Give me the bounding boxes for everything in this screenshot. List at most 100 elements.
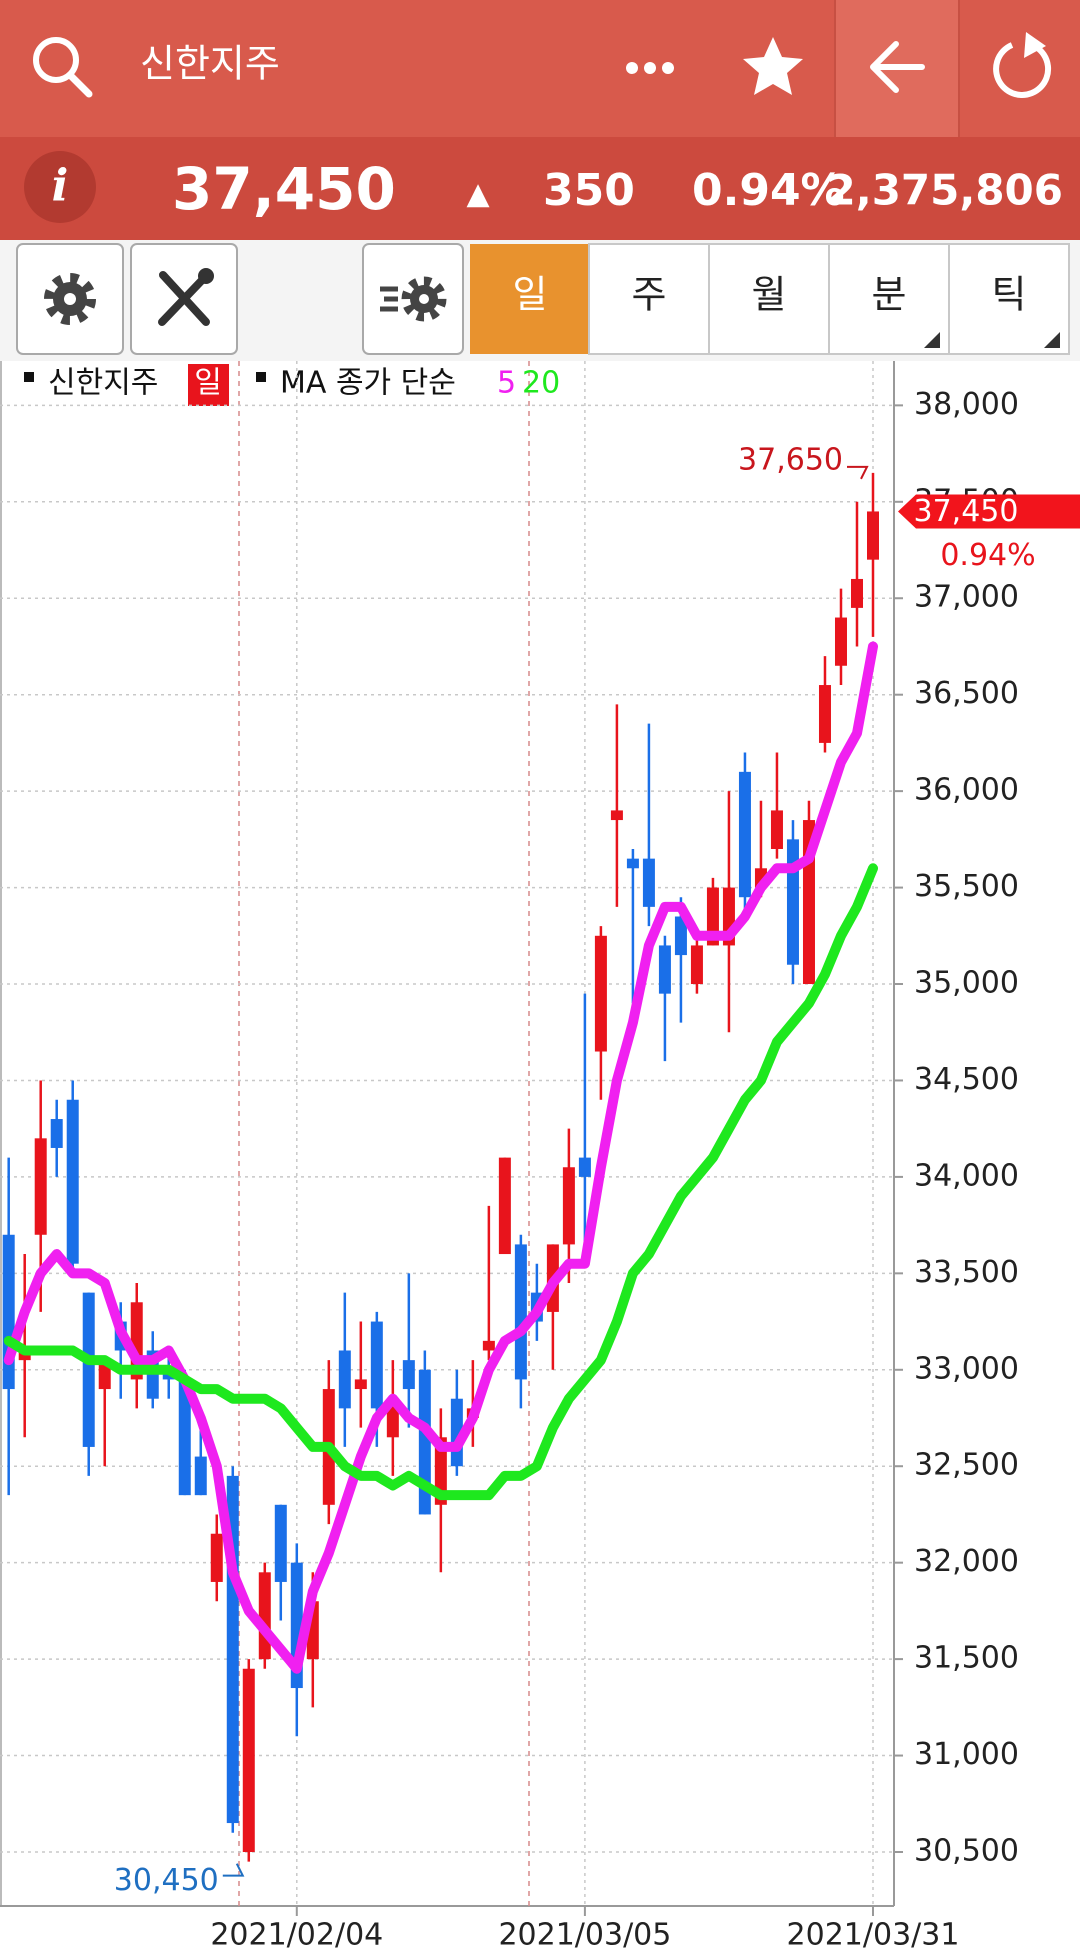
info-icon: i: [52, 161, 69, 212]
tab-label[interactable]: 틱: [992, 273, 1027, 317]
price-change: 350: [543, 165, 635, 216]
y-tick-label: 32,000: [914, 1544, 1019, 1579]
search-icon: [33, 37, 79, 83]
candle-body: [2, 1234, 15, 1390]
candle-body: [594, 935, 607, 1052]
change-rate: 0.94%: [692, 165, 845, 216]
legend-symbol: 신한지주: [48, 366, 158, 401]
candle-body: [210, 1533, 223, 1582]
candle-body: [354, 1379, 367, 1390]
candle-body: [194, 1456, 207, 1496]
candle-body: [626, 858, 639, 869]
candle-body: [274, 1504, 287, 1582]
ma-line: [3, 641, 878, 1674]
candle-body: [402, 1360, 415, 1390]
max-arrow: [847, 465, 869, 480]
y-tick-label: 34,500: [914, 1062, 1019, 1097]
candle-body: [738, 771, 751, 898]
chart-area: [0, 361, 1080, 1954]
current-price: 37,450: [172, 155, 396, 223]
tab-label[interactable]: 분: [872, 273, 907, 317]
indicator-button[interactable]: [362, 243, 464, 355]
volume: 2,375,806: [827, 166, 1063, 215]
legend-ma20: 20: [522, 366, 560, 401]
x-tick-label: 2021/03/31: [787, 1918, 960, 1953]
y-tick-label: 37,000: [914, 580, 1019, 615]
price-bar: [0, 137, 1080, 240]
y-tick-label: 35,000: [914, 966, 1019, 1001]
favorite-button[interactable]: [743, 37, 803, 95]
candle-body: [674, 916, 687, 956]
dot: [662, 62, 674, 74]
candle-body: [258, 1572, 271, 1660]
search-icon: [66, 71, 93, 98]
submenu-indicator: [924, 332, 940, 348]
candle-body: [34, 1138, 47, 1235]
tab-label[interactable]: 일: [513, 273, 548, 317]
tab[interactable]: [708, 243, 830, 355]
candle-body: [818, 685, 831, 743]
x-tick-label: 2021/02/04: [210, 1918, 383, 1953]
candle-body: [242, 1668, 255, 1852]
stock-title[interactable]: 신한지주: [140, 42, 280, 86]
legend-marker: [256, 372, 266, 382]
candle-body: [498, 1157, 511, 1255]
refresh-icon: [993, 42, 1052, 98]
candle-body: [610, 810, 623, 821]
settings-button[interactable]: [16, 243, 124, 355]
y-tick-label: 30,500: [914, 1833, 1019, 1868]
candle-body: [578, 1157, 591, 1177]
legend-period-box: [188, 364, 229, 406]
more-button[interactable]: [626, 62, 674, 74]
change-arrow: ▲: [466, 177, 489, 212]
refresh-icon: [1024, 32, 1046, 58]
gear-icon: [44, 273, 96, 325]
info-button[interactable]: [24, 151, 96, 223]
last-price-label: 37,450: [914, 494, 1019, 529]
refresh-button[interactable]: [993, 32, 1052, 98]
gear-icon: [64, 293, 76, 305]
submenu-indicator: [1044, 332, 1060, 348]
legend-ma5: 5: [497, 366, 516, 401]
candle-body: [770, 810, 783, 849]
candle-body: [82, 1292, 95, 1447]
tools-icon: [198, 268, 214, 284]
tab-label[interactable]: 월: [752, 273, 787, 317]
y-tick-label: 31,000: [914, 1737, 1019, 1772]
tab-label[interactable]: 주: [632, 273, 667, 317]
legend-period: 일: [194, 366, 222, 401]
candle-body: [834, 617, 847, 666]
candle-body: [642, 858, 655, 907]
candle-body: [786, 839, 799, 965]
candle-body: [850, 578, 863, 608]
candle-body: [482, 1340, 495, 1351]
search-button[interactable]: [33, 37, 93, 98]
y-tick-label: 33,000: [914, 1351, 1019, 1386]
change-label: 0.94%: [940, 538, 1035, 573]
max-label: 37,650: [738, 442, 843, 477]
legend-ma-label: MA 종가 단순: [280, 366, 456, 401]
tab[interactable]: [948, 243, 1070, 355]
candle-body: [562, 1167, 575, 1245]
legend: 신한지주 일 MA 종가 단순 5 20: [24, 364, 560, 406]
back-button[interactable]: [870, 41, 925, 93]
y-tick-label: 38,000: [914, 387, 1019, 422]
y-tick-label: 36,000: [914, 773, 1019, 808]
ma-line: [3, 863, 878, 1501]
min-arrow: [222, 1863, 245, 1877]
last-price-tag: [898, 494, 1080, 529]
min-label: 30,450: [114, 1863, 219, 1898]
tools-icon: [158, 272, 210, 326]
gear-icon: [401, 276, 447, 322]
candle-body: [867, 511, 879, 560]
x-tick-label: 2021/03/05: [498, 1918, 671, 1953]
tools-button[interactable]: [130, 243, 238, 355]
legend-marker: [24, 372, 34, 382]
candle-body: [178, 1379, 191, 1496]
y-tick-label: 31,500: [914, 1641, 1019, 1676]
candle-body: [514, 1244, 527, 1380]
tab-active[interactable]: [470, 244, 589, 354]
y-tick-label: 32,500: [914, 1448, 1019, 1483]
